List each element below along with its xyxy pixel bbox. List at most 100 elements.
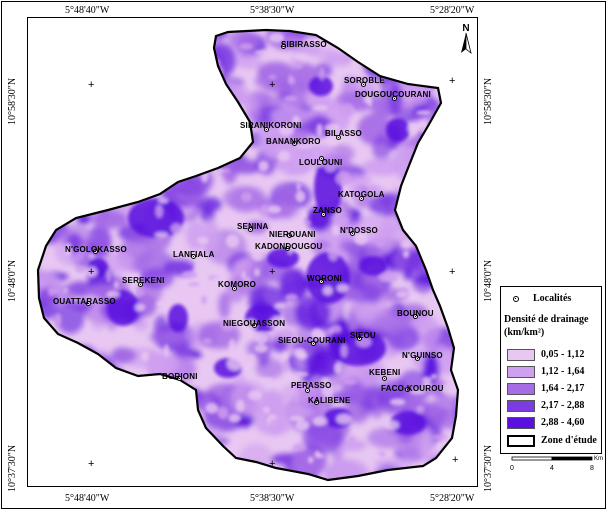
density-speckle	[410, 61, 416, 66]
density-patch	[73, 108, 100, 124]
density-speckle	[468, 375, 477, 388]
scale-unit: Km	[594, 456, 603, 462]
density-patch	[421, 38, 445, 58]
locality-label: BORIONI	[162, 372, 198, 381]
density-patch	[196, 456, 220, 472]
legend-density-title: Densité de drainage	[504, 314, 589, 325]
density-core	[309, 76, 333, 96]
density-speckle	[284, 330, 295, 340]
density-speckle	[288, 74, 293, 85]
density-patch	[172, 347, 197, 358]
density-patch	[97, 112, 116, 128]
locality-label: BILASSO	[325, 129, 362, 138]
density-patch	[165, 146, 180, 167]
legend-class-row: 1,12 - 1,64	[507, 366, 602, 379]
density-patch	[161, 69, 177, 80]
density-speckle	[415, 110, 432, 116]
density-speckle	[293, 53, 309, 60]
density-speckle	[403, 250, 409, 259]
density-speckle	[293, 347, 306, 358]
locality-marker-icon	[287, 233, 292, 238]
density-patch	[56, 113, 89, 141]
density-speckle	[427, 136, 442, 144]
density-speckle	[305, 220, 311, 225]
locality-label: SENINA	[237, 222, 269, 231]
density-patch	[378, 49, 398, 67]
density-patch	[136, 30, 175, 43]
density-patch	[204, 94, 222, 112]
density-speckle	[149, 352, 157, 362]
density-speckle	[446, 227, 458, 239]
density-core	[359, 256, 387, 276]
density-speckle	[192, 466, 207, 472]
locality-label: NIEROUANI	[269, 230, 316, 239]
density-speckle	[114, 281, 119, 289]
density-speckle	[258, 160, 269, 172]
density-patch	[104, 251, 133, 274]
density-patch	[166, 96, 204, 112]
density-speckle	[241, 191, 252, 202]
density-speckle	[283, 360, 290, 372]
map-panel[interactable]: + + + + + + + + + N SIBIRASSO SOROBLE DOUG…	[27, 17, 478, 487]
density-patch	[218, 292, 231, 319]
density-patch	[414, 37, 449, 58]
density-speckle	[414, 50, 430, 61]
coord-left-2: 10°48'0"N	[7, 259, 18, 302]
density-speckle	[407, 123, 418, 134]
density-speckle	[248, 354, 255, 360]
density-speckle	[154, 232, 169, 238]
graticule-cross: +	[88, 79, 95, 91]
density-speckle	[38, 354, 44, 368]
legend-class-label: 1,12 - 1,64	[541, 366, 585, 377]
density-patch	[187, 105, 218, 130]
density-patch	[353, 37, 367, 57]
density-speckle	[416, 405, 425, 414]
density-speckle	[336, 413, 352, 425]
density-patch	[61, 34, 101, 45]
density-patch	[39, 198, 58, 234]
density-speckle	[268, 418, 283, 433]
density-patch	[84, 369, 123, 381]
density-patch	[354, 47, 395, 59]
density-speckle	[228, 413, 242, 423]
density-patch	[406, 187, 444, 219]
density-patch	[103, 30, 135, 50]
locality-marker-icon	[413, 314, 418, 319]
density-speckle	[180, 462, 197, 474]
density-speckle	[150, 442, 160, 447]
density-speckle	[63, 288, 68, 293]
density-speckle	[103, 247, 117, 252]
density-patch	[141, 156, 169, 182]
density-patch	[38, 397, 62, 433]
density-speckle	[314, 450, 320, 458]
density-patch	[394, 146, 422, 181]
density-patch	[205, 30, 230, 41]
density-patch	[97, 165, 123, 184]
locality-marker-icon	[138, 282, 143, 287]
density-speckle	[429, 60, 437, 75]
density-patch	[127, 112, 160, 139]
density-speckle	[312, 416, 328, 427]
density-patch	[118, 30, 135, 38]
density-speckle	[324, 123, 341, 133]
density-patch	[87, 37, 115, 58]
density-patch	[92, 210, 128, 229]
density-speckle	[107, 183, 118, 192]
scale-bar: 0 4 8 Km	[510, 455, 604, 479]
density-speckle	[106, 74, 119, 82]
locality-marker-icon	[86, 301, 91, 306]
density-speckle	[155, 204, 163, 218]
locality-marker-icon	[357, 336, 362, 341]
density-patch	[55, 94, 78, 107]
density-patch	[50, 440, 88, 459]
scale-tick-0: 0	[510, 465, 514, 472]
locality-symbol-icon	[513, 296, 519, 302]
drainage-density-map	[36, 28, 478, 482]
density-patch	[53, 58, 89, 87]
density-speckle	[343, 378, 358, 385]
density-speckle	[296, 144, 312, 149]
density-speckle	[465, 261, 478, 271]
legend-class-swatch	[507, 417, 535, 429]
density-speckle	[205, 402, 219, 414]
density-patch	[428, 178, 445, 194]
